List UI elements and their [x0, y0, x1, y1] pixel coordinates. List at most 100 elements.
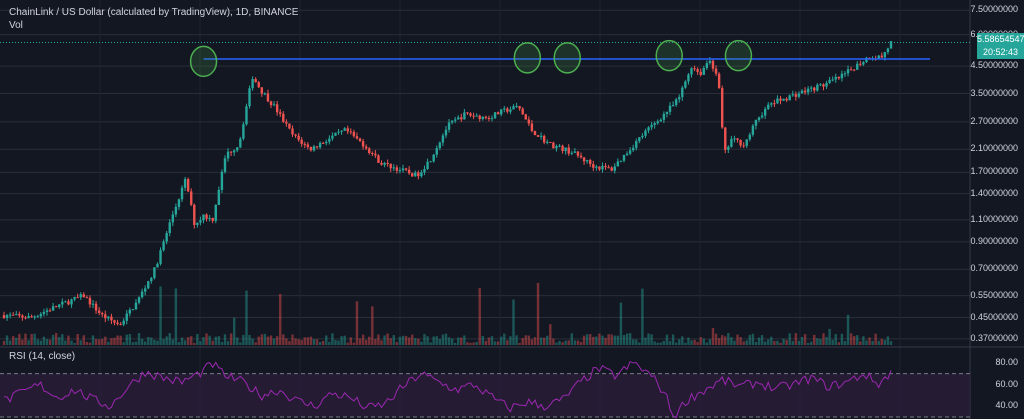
volume-bar [748, 334, 752, 345]
volume-bar [678, 339, 681, 345]
candle-body [110, 316, 113, 321]
volume-bar [190, 336, 193, 345]
volume-bar [229, 333, 233, 345]
candle-body [546, 141, 549, 143]
candle-body [810, 87, 813, 89]
candle-body [564, 147, 567, 152]
volume-bar [625, 333, 629, 345]
candle-body [285, 121, 288, 124]
volume-bar [840, 333, 844, 345]
candle-body [822, 84, 825, 87]
candle-body [48, 310, 52, 312]
volume-bar [275, 336, 279, 345]
volume-bar [116, 335, 119, 345]
volume-bar [767, 339, 770, 345]
volume-bar [294, 338, 297, 345]
volume-bar [70, 340, 73, 345]
volume-bar [232, 317, 236, 345]
volume-bar [763, 341, 767, 345]
candle-body [582, 157, 586, 162]
volume-bar [441, 334, 445, 345]
candle-body [739, 139, 742, 146]
volume-bar [453, 342, 457, 345]
volume-bar [628, 333, 632, 345]
candle-body [757, 117, 761, 120]
volume-bar [521, 338, 524, 345]
volume-bar [248, 334, 251, 345]
candle-body [242, 124, 245, 139]
candle-body [727, 146, 730, 150]
volume-bar [282, 334, 285, 345]
volume-bar [871, 341, 874, 345]
volume-bar [414, 338, 417, 345]
volume-bar [484, 341, 488, 345]
volume-bar [429, 342, 432, 345]
candle-body [389, 163, 392, 169]
candle-body [377, 155, 380, 163]
candle-body [441, 135, 445, 143]
price-tick-label: 1.40000000 [970, 187, 1018, 198]
volume-bar [711, 328, 715, 345]
candle-body [837, 76, 841, 79]
candle-body [411, 173, 414, 177]
candle-body [125, 313, 128, 321]
volume-bar [813, 334, 816, 345]
volume-bar [260, 334, 264, 345]
candle-body [371, 152, 374, 154]
candle-body [116, 322, 119, 325]
volume-bar [223, 334, 227, 345]
volume-bar [816, 338, 819, 345]
rsi-legend[interactable]: RSI (14, close) [9, 351, 76, 362]
candle-body [288, 123, 291, 129]
candle-body [521, 108, 524, 115]
candle-body [208, 217, 211, 219]
candle-body [717, 73, 721, 88]
candle-body [334, 132, 337, 136]
candle-body [27, 316, 30, 319]
volume-bar [822, 333, 825, 345]
volume-bar [36, 339, 39, 345]
volume-bar [533, 337, 537, 345]
candle-body [205, 214, 208, 219]
volume-bar [18, 333, 21, 345]
candle-body [88, 297, 92, 305]
candle-body [592, 164, 595, 168]
volume-bar [518, 342, 521, 345]
volume-label[interactable]: Vol [9, 20, 23, 31]
candle-body [678, 97, 681, 100]
candle-body [668, 105, 672, 112]
candle-body [733, 138, 736, 140]
volume-bar [104, 336, 107, 345]
candle-body [509, 109, 512, 112]
volume-bar [128, 334, 132, 345]
volume-bar [236, 337, 239, 345]
candle-body [420, 172, 423, 177]
volume-bar [496, 341, 500, 345]
candle-body [36, 316, 39, 318]
candle-body [328, 138, 331, 142]
candle-body [429, 161, 432, 163]
volume-bar [515, 335, 518, 345]
volume-bar [739, 337, 742, 345]
volume-bar [39, 340, 43, 345]
candle-body [196, 222, 199, 225]
candle-body [404, 168, 408, 170]
candle-body [840, 73, 844, 79]
candle-body [82, 294, 85, 298]
candle-body [625, 153, 629, 155]
candle-body [622, 154, 626, 161]
candle-body [260, 87, 264, 94]
candle-body [558, 145, 561, 147]
symbol-title[interactable]: ChainLink / US Dollar (calculated by Tra… [9, 7, 299, 18]
candle-body [143, 288, 147, 292]
candle-body [542, 135, 546, 143]
candle-body [358, 138, 362, 142]
volume-bar [140, 338, 144, 345]
volume-bar [862, 336, 865, 345]
candle-body [576, 151, 580, 156]
volume-bar [368, 336, 371, 345]
candle-body [607, 167, 610, 169]
volume-bar [79, 340, 82, 345]
